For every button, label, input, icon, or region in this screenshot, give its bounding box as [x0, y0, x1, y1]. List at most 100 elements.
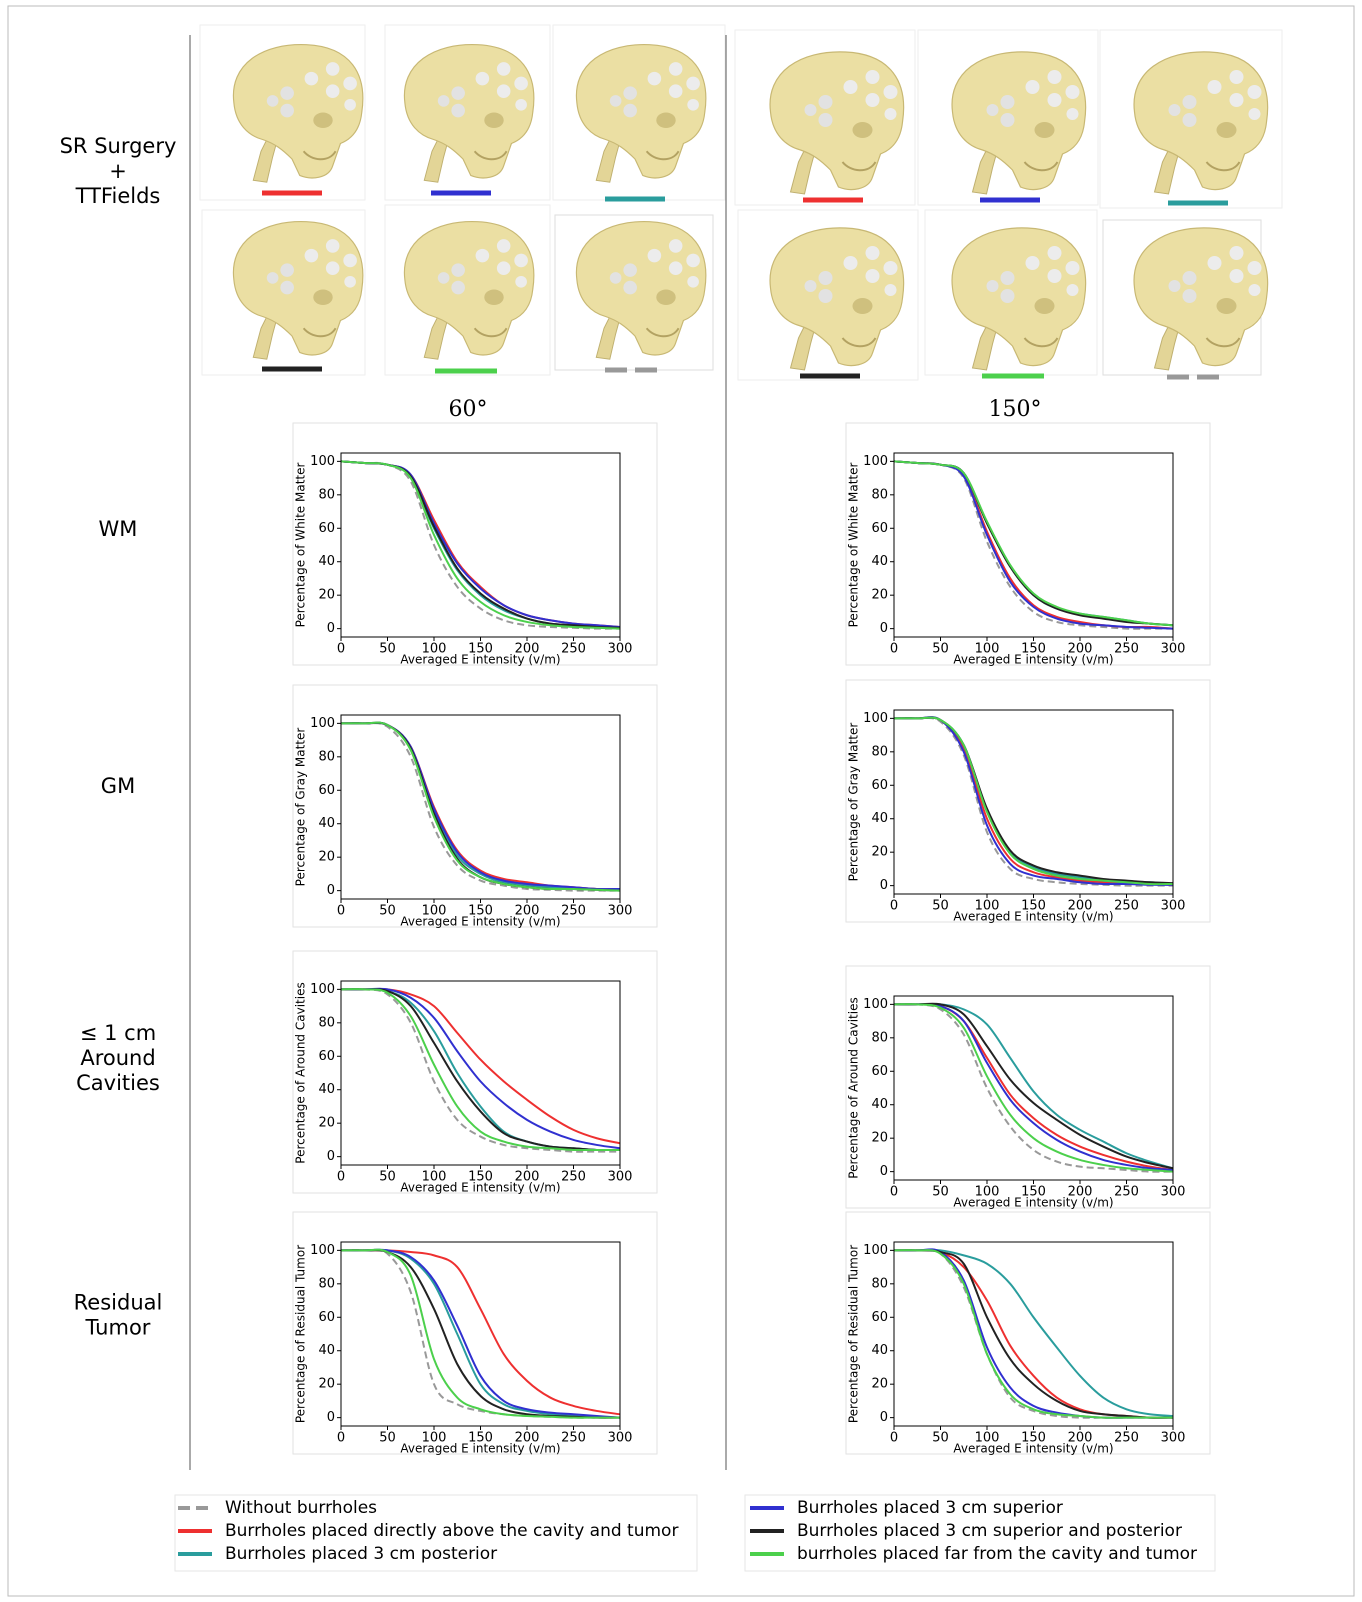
y-tick-label: 60 — [318, 521, 335, 536]
x-tick-label: 0 — [337, 904, 345, 919]
x-axis-label: Averaged E intensity (v/m) — [953, 653, 1113, 667]
x-axis-label: Averaged E intensity (v/m) — [400, 915, 560, 929]
y-tick-label: 100 — [310, 1243, 335, 1258]
y-tick-label: 100 — [863, 711, 888, 726]
x-tick-label: 0 — [890, 642, 898, 657]
row-label: + — [109, 159, 127, 183]
x-tick-label: 0 — [337, 642, 345, 657]
y-tick-label: 20 — [318, 850, 335, 865]
x-tick-label: 250 — [561, 1431, 586, 1446]
x-axis-label: Averaged E intensity (v/m) — [953, 1442, 1113, 1456]
y-tick-label: 60 — [318, 1049, 335, 1064]
legend-label: Burrholes placed 3 cm posterior — [225, 1544, 497, 1564]
x-tick-label: 50 — [379, 1170, 396, 1185]
x-tick-label: 0 — [337, 1431, 345, 1446]
legend-label: Burrholes placed 3 cm superior — [797, 1498, 1063, 1518]
legend-label: Burrholes placed 3 cm superior and poste… — [797, 1521, 1182, 1541]
x-tick-label: 300 — [608, 904, 633, 919]
y-tick-label: 100 — [310, 454, 335, 469]
x-tick-label: 50 — [932, 642, 949, 657]
x-axis-label: Averaged E intensity (v/m) — [400, 1181, 560, 1195]
y-axis-label: Percentage of Around Cavities — [847, 997, 861, 1178]
y-tick-label: 60 — [871, 778, 888, 793]
x-tick-label: 50 — [932, 899, 949, 914]
legend-label: Burrholes placed directly above the cavi… — [225, 1521, 678, 1541]
chart-box — [293, 951, 657, 1193]
y-tick-label: 20 — [871, 845, 888, 860]
y-axis-label: Percentage of White Matter — [847, 463, 861, 628]
y-tick-label: 60 — [318, 1310, 335, 1325]
column-label: 150° — [989, 397, 1042, 422]
y-tick-label: 20 — [871, 1131, 888, 1146]
legend-label: Without burrholes — [225, 1498, 377, 1518]
y-axis-label: Percentage of Residual Tumor — [294, 1245, 308, 1423]
x-tick-label: 0 — [890, 899, 898, 914]
x-tick-label: 300 — [608, 1431, 633, 1446]
x-tick-label: 250 — [1114, 642, 1139, 657]
x-axis-label: Averaged E intensity (v/m) — [953, 1196, 1113, 1210]
legend-label: burrholes placed far from the cavity and… — [797, 1544, 1197, 1564]
x-tick-label: 250 — [561, 642, 586, 657]
y-axis-label: Percentage of Residual Tumor — [847, 1245, 861, 1423]
x-tick-label: 250 — [561, 1170, 586, 1185]
y-tick-label: 40 — [871, 1097, 888, 1112]
x-tick-label: 250 — [561, 904, 586, 919]
row-label: Residual — [74, 1291, 163, 1315]
y-tick-label: 80 — [871, 744, 888, 759]
y-tick-label: 60 — [871, 1064, 888, 1079]
y-tick-label: 20 — [871, 1377, 888, 1392]
y-axis-label: Percentage of Gray Matter — [847, 723, 861, 882]
x-tick-label: 300 — [608, 1170, 633, 1185]
x-tick-label: 300 — [1161, 1431, 1186, 1446]
y-tick-label: 60 — [871, 521, 888, 536]
y-tick-label: 40 — [318, 1082, 335, 1097]
skull-images — [200, 25, 1282, 380]
y-tick-label: 0 — [327, 621, 335, 636]
x-axis-label: Averaged E intensity (v/m) — [400, 1442, 560, 1456]
row-label: TTFields — [75, 184, 161, 208]
y-tick-label: 80 — [318, 1015, 335, 1030]
y-tick-label: 40 — [871, 1343, 888, 1358]
y-tick-label: 80 — [318, 487, 335, 502]
row-label: Tumor — [85, 1316, 151, 1340]
y-tick-label: 20 — [318, 1377, 335, 1392]
row-label: GM — [101, 774, 135, 798]
x-tick-label: 50 — [932, 1431, 949, 1446]
row-label: ≤ 1 cm — [80, 1021, 156, 1045]
y-tick-label: 40 — [871, 554, 888, 569]
y-tick-label: 80 — [318, 749, 335, 764]
x-tick-label: 50 — [379, 642, 396, 657]
x-tick-label: 0 — [890, 1431, 898, 1446]
y-tick-label: 60 — [871, 1310, 888, 1325]
y-tick-label: 80 — [871, 487, 888, 502]
x-tick-label: 250 — [1114, 1431, 1139, 1446]
y-tick-label: 80 — [318, 1276, 335, 1291]
x-axis-label: Averaged E intensity (v/m) — [953, 910, 1113, 924]
y-tick-label: 100 — [863, 1243, 888, 1258]
x-tick-label: 300 — [1161, 642, 1186, 657]
column-label: 60° — [449, 397, 488, 422]
y-tick-label: 40 — [318, 554, 335, 569]
x-tick-label: 50 — [379, 1431, 396, 1446]
y-tick-label: 40 — [871, 811, 888, 826]
x-tick-label: 300 — [1161, 1185, 1186, 1200]
y-axis-label: Percentage of Around Cavities — [294, 982, 308, 1163]
row-label: Cavities — [76, 1071, 160, 1095]
x-axis-label: Averaged E intensity (v/m) — [400, 653, 560, 667]
y-tick-label: 40 — [318, 816, 335, 831]
y-tick-label: 0 — [880, 878, 888, 893]
x-tick-label: 0 — [337, 1170, 345, 1185]
row-label: WM — [99, 517, 138, 541]
x-tick-label: 250 — [1114, 1185, 1139, 1200]
x-tick-label: 300 — [1161, 899, 1186, 914]
x-tick-label: 300 — [608, 642, 633, 657]
y-tick-label: 100 — [310, 982, 335, 997]
y-tick-label: 0 — [880, 1164, 888, 1179]
y-tick-label: 20 — [318, 588, 335, 603]
y-axis-label: Percentage of Gray Matter — [294, 728, 308, 887]
x-tick-label: 250 — [1114, 899, 1139, 914]
figure: 60° 150° SR Surgery+TTFieldsWMGM≤ 1 cmAr… — [0, 0, 1362, 1602]
x-tick-label: 50 — [932, 1185, 949, 1200]
y-tick-label: 20 — [871, 588, 888, 603]
y-tick-label: 100 — [863, 997, 888, 1012]
